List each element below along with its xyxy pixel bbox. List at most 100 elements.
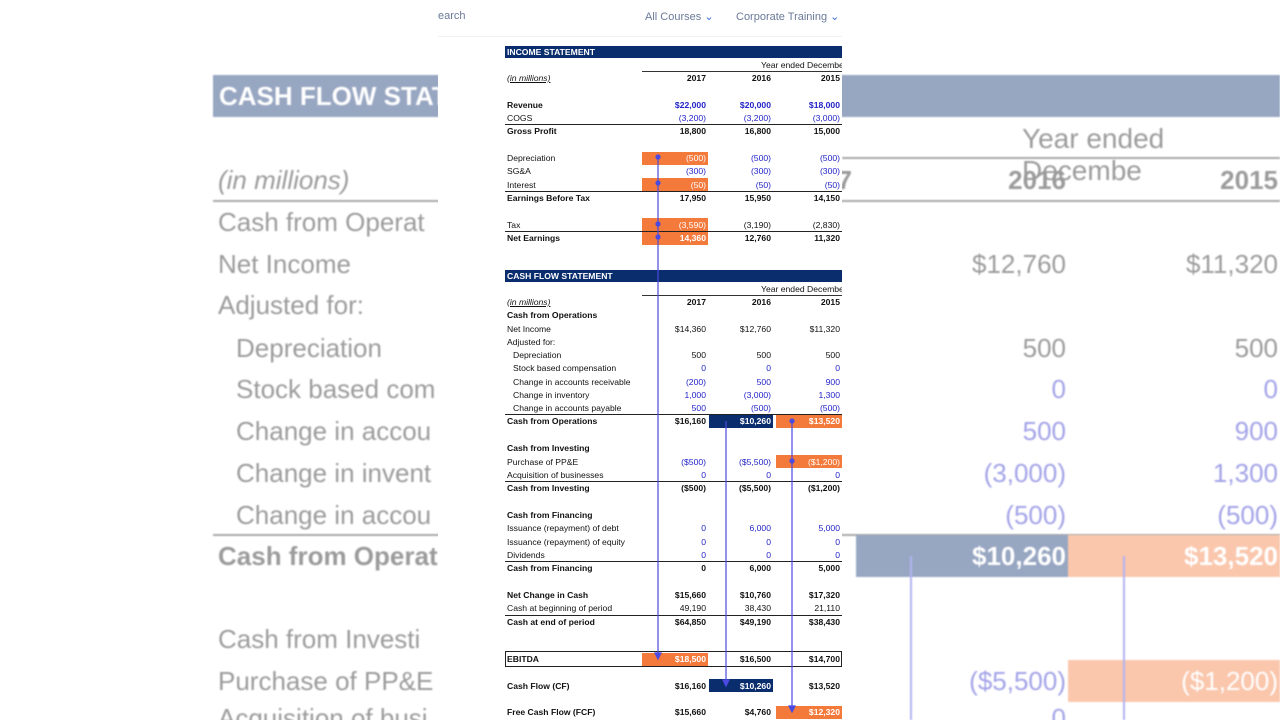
cell-value: $18,000 [808,99,840,110]
cell-value: $11,320 [809,323,840,334]
row-label: Free Cash Flow (FCF) [507,707,596,717]
bg-units: (in millions) [218,165,350,195]
cell-value: (3,000) [743,389,771,400]
bg-cell-value: ($5,500) [969,666,1066,696]
row-label: Acquisition of businesses [507,469,604,480]
cell-value: $14,360 [674,323,706,334]
search[interactable]: earch [438,10,466,22]
row-label: Issuance (repayment) of debt [507,523,619,534]
cell-value: 15,950 [744,192,771,203]
cell-value: $13,520 [808,680,840,691]
row-label: Cash from Investing [507,483,590,493]
section-title-bar: INCOME STATEMENT [505,46,842,58]
bg-cell-value: 500 [1022,333,1066,363]
bg-row-label: Depreciation [236,333,382,363]
trace-dot [789,418,795,424]
cell-value: $16,500 [739,654,771,664]
cell-value: 21,110 [814,603,840,614]
chevron: ⌄ [830,11,840,23]
cell-value: (500) [819,153,840,163]
row-label: Net Income [507,323,551,334]
row-label: SG&A [507,166,531,177]
bg-title: CASH FLOW STAT [219,81,448,111]
cell-value: 6,000 [749,523,771,534]
nav-link[interactable]: All Courses ⌄ [645,10,714,23]
cell-value: ($500) [681,456,706,467]
cell-value: $16,160 [674,416,706,427]
row-label: Depreciation [507,153,556,163]
cell-value: 0 [701,536,706,547]
row-label: Cash at beginning of period [507,603,613,614]
total-border [505,190,842,192]
row-label: Gross Profit [507,126,557,136]
bg-cell-value: (3,000) [983,458,1066,488]
section-title-bar: CASH FLOW STATEMENT [505,270,842,282]
bg-row-label: Net Income [218,249,351,279]
cell-value: $18,500 [674,654,706,664]
bg-cell-value: 0 [1263,374,1278,404]
bg-cell-value: 500 [1022,416,1066,446]
cell-value: (500) [750,403,771,413]
cell-value: 0 [835,363,840,374]
row-label: Stock based compensation [513,363,617,374]
cell-value: $14,700 [808,654,840,664]
row-label: Cash from Operations [507,416,598,427]
cell-value: (500) [750,153,771,163]
row-label: Cash from Financing [507,563,593,573]
total-border [505,124,842,125]
cell-value: ($1,200) [807,456,840,467]
bg-row-label: Cash from Operat [218,207,425,237]
cell-value: 0 [701,469,706,480]
total-border [505,614,842,616]
cell-value: ($5,500) [738,456,771,467]
cell-value: $16,160 [674,680,706,691]
cell-value: 6,000 [749,563,771,573]
cell-value: 15,000 [813,126,840,136]
period-underline [642,71,842,72]
nav-link-text[interactable]: Corporate Training [736,11,828,23]
row-label: Cash at end of period [507,616,595,627]
nav-bar: earch All Courses ⌄ Corporate Training ⌄ [438,0,842,37]
cell-value: 18,800 [679,126,706,136]
row-label: Tax [507,219,521,230]
cell-value: $15,660 [674,590,706,600]
row-label: Depreciation [513,350,562,360]
cell-value: $22,000 [674,99,706,110]
cell-value: (3,200) [743,112,771,123]
row-label: Change in accounts receivable [513,376,631,387]
trace-lines [654,154,796,714]
cell-value: (3,000) [812,112,840,123]
bg-cell-value: (500) [1005,500,1066,530]
trace-dot [655,154,661,160]
bg-cell-value: $11,320 [1185,249,1278,279]
bg-trace [1123,556,1125,720]
bg-cell-highlight [856,535,1068,577]
row-label: Cash from Investing [507,443,590,454]
cell-value: ($1,200) [807,483,840,493]
bg-trace [910,556,912,720]
nav-link[interactable]: Corporate Training ⌄ [736,10,839,23]
cell-value: 16,800 [744,126,771,136]
cell-value: $17,320 [808,590,840,600]
cell-value: 38,430 [744,603,771,614]
cell-value: 1,000 [684,389,706,400]
cell-value: 49,190 [679,603,706,614]
cell-highlight [709,414,773,428]
bg-cell-value: (500) [1217,500,1278,530]
cell-value: (300) [750,166,771,177]
row-label: Net Earnings [507,233,561,243]
cell-value: $13,520 [808,416,840,427]
nav-link-text[interactable]: All Courses [645,11,702,23]
cell-value: $12,760 [739,323,771,334]
arrow-head [654,652,662,661]
bg-cell-value: $12,760 [972,249,1066,279]
cell-value: 900 [825,376,840,387]
cell-value: 0 [835,536,840,547]
bg-period-underline [842,157,1280,159]
cell-value: 500 [691,350,706,360]
cell-value: 0 [766,536,771,547]
cell-value: 12,760 [744,233,771,243]
row-label: COGS [507,112,533,123]
